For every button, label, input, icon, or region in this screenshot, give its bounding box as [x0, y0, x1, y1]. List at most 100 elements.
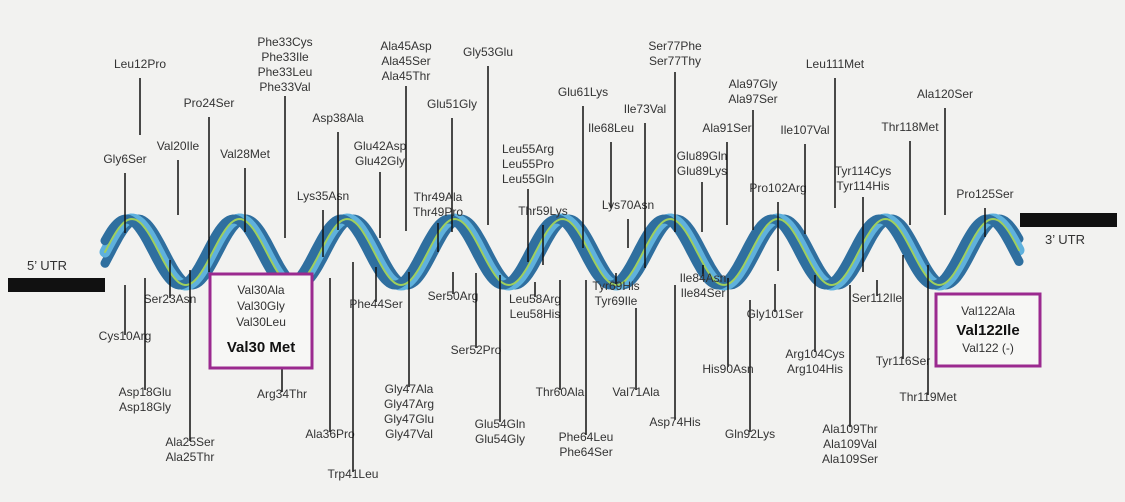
mutation-label: Val71Ala — [612, 308, 660, 399]
mutation-text: Arg104His — [787, 362, 843, 376]
mutation-text: Tyr114His — [836, 179, 889, 193]
mutation-label: Gln92Lys — [725, 300, 775, 441]
mutation-label: Glu51Gly — [427, 97, 477, 232]
mutation-text: Leu12Pro — [114, 57, 166, 71]
mutation-text: Glu89Gln — [677, 149, 728, 163]
mutation-text: Val71Ala — [612, 385, 659, 399]
mutation-text: Leu55Gln — [502, 172, 554, 186]
mutation-text: Ala97Ser — [728, 92, 777, 106]
mutation-text: Tyr114Cys — [835, 164, 891, 178]
mutation-text: Thr119Met — [899, 390, 957, 404]
mutation-text: Ala120Ser — [917, 87, 973, 101]
mutation-text: Thr118Met — [881, 120, 939, 134]
mutation-label: Tyr116Ser — [876, 255, 930, 368]
mutation-label: Ala36Pro — [305, 278, 355, 441]
mutation-label: Ser112Ile — [852, 280, 903, 305]
mutation-text: Glu54Gln — [475, 417, 526, 431]
mutation-text: Phe33Ile — [261, 50, 309, 64]
mutation-text: Tyr69His — [592, 279, 639, 293]
mutation-text: Ala109Val — [823, 437, 877, 451]
utr-label-right: 3’ UTR — [1045, 232, 1085, 247]
mutation-label: Val20Ile — [157, 139, 200, 215]
mutation-text: Ser23Asn — [144, 292, 197, 306]
box-val122-main: Val122Ile — [956, 322, 1019, 339]
mutation-text: Gly47Val — [385, 427, 433, 441]
mutation-text: Gln92Lys — [725, 427, 775, 441]
mutation-text: Ala45Ser — [381, 54, 430, 68]
box-val122-extra: Val122 (-) — [962, 341, 1014, 355]
mutation-label: Val28Met — [220, 147, 271, 232]
mutation-label: Trp41Leu — [328, 262, 378, 481]
mutation-label: Glu61Lys — [558, 85, 608, 248]
mutation-label: Thr119Met — [899, 265, 957, 404]
mutation-text: His90Asn — [702, 362, 753, 376]
mutation-text: Tyr116Ser — [876, 354, 930, 368]
mutation-text: Gly53Glu — [463, 45, 513, 59]
mutation-text: Ala36Pro — [305, 427, 355, 441]
mutation-text: Glu61Lys — [558, 85, 608, 99]
mutation-text: Ala25Ser — [165, 435, 214, 449]
mutation-text: Leu55Arg — [502, 142, 554, 156]
mutation-text: Arg104Cys — [785, 347, 844, 361]
mutation-text: Ala45Asp — [380, 39, 432, 53]
mutation-label: Ala91Ser — [702, 121, 752, 225]
mutation-text: Glu51Gly — [427, 97, 477, 111]
utr-bar-left — [8, 278, 105, 292]
mutation-text: Phe33Val — [259, 80, 310, 94]
mutation-text: Ser77Phe — [648, 39, 702, 53]
mutation-label: Ser52Pro — [451, 273, 502, 357]
box-val122-frame — [934, 292, 1042, 368]
mutation-text: Leu111Met — [806, 57, 865, 71]
mutation-text: Gly47Ala — [385, 382, 434, 396]
mutation-text: Leu55Pro — [502, 157, 554, 171]
mutation-label: Phe44Ser — [349, 267, 403, 311]
mutation-text: Thr60Ala — [536, 385, 585, 399]
mutation-label: Ala120Ser — [917, 87, 973, 215]
mutation-text: Ala45Thr — [382, 69, 431, 83]
helix-strand-path — [100, 214, 1024, 290]
mutation-text: Val28Met — [220, 147, 270, 161]
mutation-text: Thr49Pro — [413, 205, 463, 219]
mutation-text: Ala109Ser — [822, 452, 878, 466]
mutation-text: Ile84Asn — [680, 271, 727, 285]
mutation-text: Cys10Arg — [99, 329, 152, 343]
mutation-label: Ile68Leu — [588, 121, 634, 208]
mutation-text: Glu42Gly — [355, 154, 405, 168]
mutation-text: Ala109Thr — [822, 422, 877, 436]
mutation-text: Ile73Val — [624, 102, 666, 116]
mutation-text: Asp18Gly — [119, 400, 171, 414]
mutation-label: Ser23Asn — [144, 260, 197, 306]
box-val30-line: Val30Ala — [237, 283, 284, 297]
mutation-text: Ser50Arg — [428, 289, 479, 303]
mutation-text: Ala97Gly — [729, 77, 778, 91]
mutation-text: Pro102Arg — [749, 181, 806, 195]
mutation-text: Thr59Lys — [518, 204, 568, 218]
box-val122-line: Val122Ala — [961, 304, 1015, 318]
utr-label-left: 5’ UTR — [27, 258, 67, 273]
mutation-text: Glu42Asp — [354, 139, 407, 153]
mutation-label: Pro125Ser — [956, 187, 1014, 237]
box-val30-line: Val30Gly — [237, 299, 285, 313]
mutation-label: Gly53Glu — [463, 45, 513, 225]
mutation-text: Lys35Asn — [297, 189, 349, 203]
mutation-text: Tyr69Ile — [595, 294, 638, 308]
mutation-label: Leu12Pro — [114, 57, 166, 135]
mutation-label: Pro102Arg — [749, 181, 807, 271]
box-val30-frame — [208, 272, 314, 370]
mutation-text: Lys70Asn — [602, 198, 654, 212]
mutation-text: Glu89Lys — [677, 164, 727, 178]
mutation-text: Thr49Ala — [414, 190, 463, 204]
mutation-label: Ile73Val — [624, 102, 666, 268]
mutation-text: Gly101Ser — [747, 307, 804, 321]
mutation-label: Gly6Ser — [103, 152, 147, 233]
